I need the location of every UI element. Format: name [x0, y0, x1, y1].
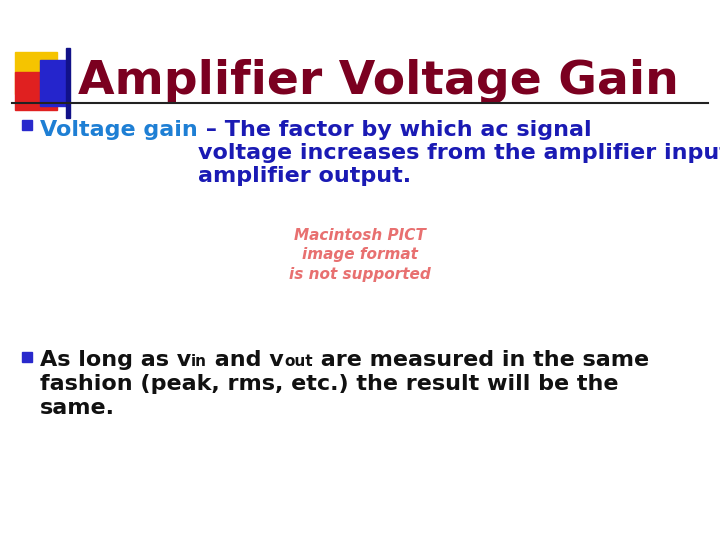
Bar [22, 120, 32, 130]
Bar [15, 72, 57, 110]
Bar [15, 52, 57, 94]
Text: are measured in the same: are measured in the same [312, 350, 649, 370]
Text: Amplifier Voltage Gain: Amplifier Voltage Gain [78, 59, 679, 105]
Bar [22, 352, 32, 362]
Bar [40, 60, 68, 106]
Text: – The factor by which ac signal
voltage increases from the amplifier input to th: – The factor by which ac signal voltage … [198, 120, 720, 186]
Bar [66, 48, 70, 118]
Text: same.: same. [40, 398, 115, 418]
Text: As long as v: As long as v [40, 350, 192, 370]
Text: in: in [192, 354, 207, 369]
Text: fashion (peak, rms, etc.) the result will be the: fashion (peak, rms, etc.) the result wil… [40, 374, 618, 394]
Text: Macintosh PICT
image format
is not supported: Macintosh PICT image format is not suppo… [289, 228, 431, 282]
Text: out: out [284, 354, 312, 369]
Text: and v: and v [207, 350, 284, 370]
Text: Voltage gain: Voltage gain [40, 120, 198, 140]
